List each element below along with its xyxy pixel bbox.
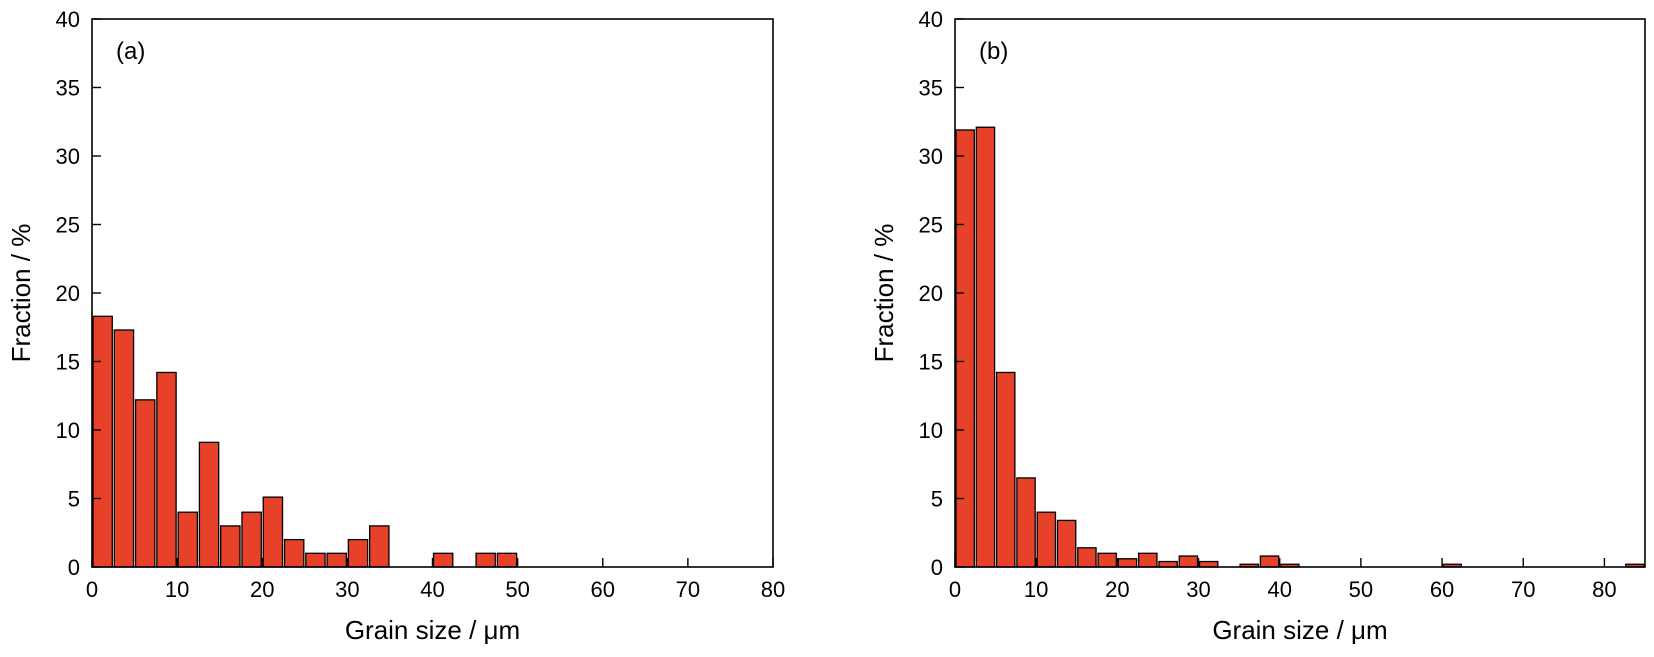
- y-axis-label: Fraction / %: [6, 224, 36, 363]
- y-tick-label: 30: [56, 144, 80, 169]
- x-tick-label: 30: [1186, 577, 1210, 602]
- histogram-bar: [305, 552, 326, 568]
- x-tick-label: 80: [761, 577, 785, 602]
- histogram-bar: [432, 552, 454, 568]
- x-tick-label: 20: [250, 577, 274, 602]
- y-tick-label: 35: [919, 76, 943, 101]
- y-axis-label: Fraction / %: [869, 224, 899, 363]
- y-tick-label: 10: [919, 418, 943, 443]
- histogram-bar: [241, 511, 262, 568]
- histogram-bar: [1036, 511, 1057, 568]
- histogram-bar: [975, 126, 996, 568]
- y-tick-label: 20: [56, 281, 80, 306]
- histogram-bar: [113, 329, 135, 568]
- x-tick-label: 20: [1105, 577, 1129, 602]
- histogram-bar: [326, 552, 348, 568]
- histogram-bar: [1158, 560, 1178, 568]
- histogram-bar: [262, 496, 284, 568]
- histogram-bar: [1097, 552, 1118, 568]
- histogram-bar: [1077, 547, 1097, 568]
- x-axis-label: Grain size / μm: [1212, 615, 1387, 645]
- y-tick-label: 25: [919, 213, 943, 238]
- histogram-bar: [1117, 558, 1138, 568]
- histogram-bar: [496, 552, 518, 568]
- x-tick-label: 40: [420, 577, 444, 602]
- y-tick-label: 25: [56, 213, 80, 238]
- y-tick-label: 35: [56, 76, 80, 101]
- x-tick-label: 60: [1430, 577, 1454, 602]
- x-tick-label: 80: [1592, 577, 1616, 602]
- histogram-bar: [995, 371, 1016, 568]
- x-tick-label: 50: [1349, 577, 1373, 602]
- x-tick-label: 0: [949, 577, 961, 602]
- histogram-bar: [955, 129, 975, 568]
- histogram-bar: [369, 525, 390, 568]
- x-tick-label: 50: [505, 577, 529, 602]
- histogram-bar: [475, 552, 496, 568]
- histogram-bar: [1178, 555, 1199, 568]
- plot-frame: [954, 18, 1646, 568]
- chart-panel-b: 0 10 20 30 40 50 60 70 80 0 5 10 15 20 25 30 35 40 (b) Grai…: [869, 7, 1646, 645]
- histogram-bar: [1198, 560, 1219, 568]
- y-tick-label: 0: [68, 555, 80, 580]
- x-tick-label: 30: [335, 577, 359, 602]
- x-tick-label: 10: [165, 577, 189, 602]
- x-tick-label: 70: [676, 577, 700, 602]
- histogram-bar: [283, 538, 305, 568]
- histogram-bar: [1016, 477, 1036, 568]
- y-tick-label: 40: [919, 7, 943, 32]
- chart-panel-a: 0 10 20 30 40 50 60 70 80 0 5 10 15 20 25 30 35 40 (a) Grai…: [6, 7, 785, 645]
- y-tick-label: 40: [56, 7, 80, 32]
- histogram-bar: [92, 315, 113, 568]
- panel-label: (b): [979, 38, 1008, 65]
- y-tick-label: 0: [931, 555, 943, 580]
- x-tick-label: 70: [1511, 577, 1535, 602]
- histogram-bar: [1259, 555, 1280, 568]
- y-tick-label: 20: [919, 281, 943, 306]
- x-axis-label: Grain size / μm: [345, 615, 520, 645]
- y-tick-label: 5: [68, 487, 80, 512]
- plot-frame: [91, 18, 774, 568]
- y-tick-label: 10: [56, 418, 80, 443]
- y-tick-label: 15: [56, 350, 80, 375]
- histogram-bar: [198, 441, 220, 568]
- histogram-bar: [347, 538, 369, 568]
- y-tick-label: 15: [919, 350, 943, 375]
- x-tick-label: 10: [1024, 577, 1048, 602]
- x-tick-label: 40: [1267, 577, 1291, 602]
- histogram-bar: [134, 399, 156, 568]
- y-tick-label: 5: [931, 487, 943, 512]
- x-tick-label: 60: [591, 577, 615, 602]
- histogram-bar: [177, 511, 199, 568]
- histogram-bar: [220, 525, 241, 568]
- histogram-bar: [1056, 519, 1077, 568]
- y-tick-label: 30: [919, 144, 943, 169]
- histogram-bar: [156, 371, 177, 568]
- histogram-bar: [1137, 552, 1158, 568]
- panel-label: (a): [116, 38, 145, 65]
- x-tick-label: 0: [86, 577, 98, 602]
